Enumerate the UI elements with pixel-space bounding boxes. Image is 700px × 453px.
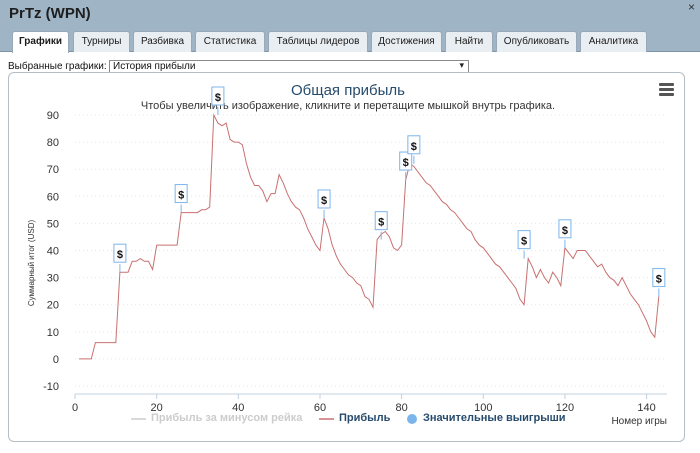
marker-layer: $$$$$$$$$$ [113, 86, 666, 297]
big-win-flag-label: $ [562, 225, 568, 237]
chart-panel[interactable]: Общая прибыль Чтобы увеличить изображени… [8, 72, 685, 442]
big-win-flag: $ [399, 151, 413, 181]
big-win-flag-box [517, 230, 531, 250]
series-layer [79, 113, 660, 360]
big-win-flag-label: $ [403, 157, 409, 169]
big-win-flag-box [113, 243, 127, 263]
big-win-flag: $ [374, 211, 388, 240]
y-tick-label: 10 [47, 327, 59, 339]
y-tick-label: 70 [47, 164, 59, 176]
tab-statistics[interactable]: Статистика [195, 31, 265, 52]
big-win-flag-box [211, 86, 225, 106]
big-win-flag-box [558, 219, 572, 239]
big-win-flag: $ [558, 219, 572, 248]
big-win-flag: $ [652, 268, 666, 297]
x-tick-label: 0 [72, 402, 78, 414]
tab-analytics[interactable]: Аналитика [580, 31, 647, 52]
y-tick-label: 40 [47, 246, 59, 258]
close-icon[interactable]: × [687, 0, 695, 14]
big-win-flag-label: $ [378, 217, 384, 229]
y-tick-label: 20 [47, 300, 59, 312]
tab-find[interactable]: Найти [445, 31, 493, 52]
big-win-flag: $ [174, 184, 188, 213]
legend-item-bigwins[interactable]: Значительные выигрыши [423, 412, 566, 424]
x-tick-label: 60 [314, 402, 326, 414]
big-win-flag-label: $ [117, 249, 123, 261]
grid-layer [75, 114, 667, 387]
big-win-flag-label: $ [178, 190, 184, 202]
big-win-flag-box [174, 184, 188, 204]
x-axis-label: Номер игры [611, 416, 667, 427]
x-tick-label: 120 [556, 402, 574, 414]
chart-select-value: История прибыли [113, 61, 196, 72]
y-tick-label: 30 [47, 273, 59, 285]
x-tick-label: 20 [151, 402, 163, 414]
axis-layer: -10 0 10 20 30 40 50 60 70 80 90 0 20 40 60 80 100 120 140 [43, 110, 667, 414]
x-tick-label: 40 [232, 402, 244, 414]
y-tick-label: 0 [53, 354, 59, 366]
big-win-flag-box [317, 189, 331, 209]
window-title: PrTz (WPN) [9, 5, 91, 22]
tab-publish[interactable]: Опубликовать [496, 31, 577, 52]
profit-chart[interactable]: Общая прибыль Чтобы увеличить изображени… [9, 73, 686, 443]
y-axis-label: Суммарный итог (USD) [27, 220, 36, 307]
big-win-flag-label: $ [411, 141, 417, 153]
x-tick-label: 80 [395, 402, 407, 414]
chart-menu-icon[interactable] [659, 83, 675, 97]
legend-item-profit[interactable]: Прибыль [339, 412, 391, 424]
profit-line [79, 113, 660, 360]
big-win-flag-label: $ [215, 92, 221, 104]
tab-tournaments[interactable]: Турниры [73, 31, 130, 52]
big-win-flag: $ [113, 243, 127, 273]
big-win-flag-box [374, 211, 388, 231]
chevron-down-icon: ▾ [459, 60, 464, 70]
y-tick-label: 90 [47, 110, 59, 122]
big-win-flag-label: $ [321, 195, 327, 207]
big-win-flag: $ [317, 189, 331, 218]
chart-subtitle: Чтобы увеличить изображение, кликните и … [141, 100, 555, 112]
tab-strip: Графики Турниры Разбивка Статистика Табл… [0, 28, 700, 53]
chart-selector-label: Выбранные графики: [8, 61, 107, 72]
big-win-flag-box [407, 135, 421, 155]
big-win-flag: $ [407, 135, 421, 164]
x-tick-label: 100 [474, 402, 492, 414]
big-win-flag-label: $ [656, 274, 662, 286]
tab-graphs[interactable]: Графики [12, 31, 69, 53]
x-tick-label: 140 [637, 402, 655, 414]
y-tick-label: 80 [47, 137, 59, 149]
tab-achievements[interactable]: Достижения [371, 31, 442, 52]
legend-item-rake[interactable]: Прибыль за минусом рейка [151, 412, 303, 424]
tab-breakdown[interactable]: Разбивка [133, 31, 192, 52]
big-win-flag-box [399, 151, 413, 171]
y-tick-label: 50 [47, 218, 59, 230]
y-tick-label: -10 [43, 381, 59, 393]
big-win-flag: $ [211, 86, 225, 115]
legend-bigwins-swatch [407, 414, 417, 424]
big-win-flag: $ [517, 230, 531, 259]
y-tick-label: 60 [47, 191, 59, 203]
big-win-flag-box [652, 268, 666, 288]
big-win-flag-label: $ [521, 236, 527, 248]
tab-leaderboards[interactable]: Таблицы лидеров [268, 31, 368, 52]
chart-title: Общая прибыль [291, 82, 405, 99]
title-bar: PrTz (WPN) × [0, 0, 700, 28]
